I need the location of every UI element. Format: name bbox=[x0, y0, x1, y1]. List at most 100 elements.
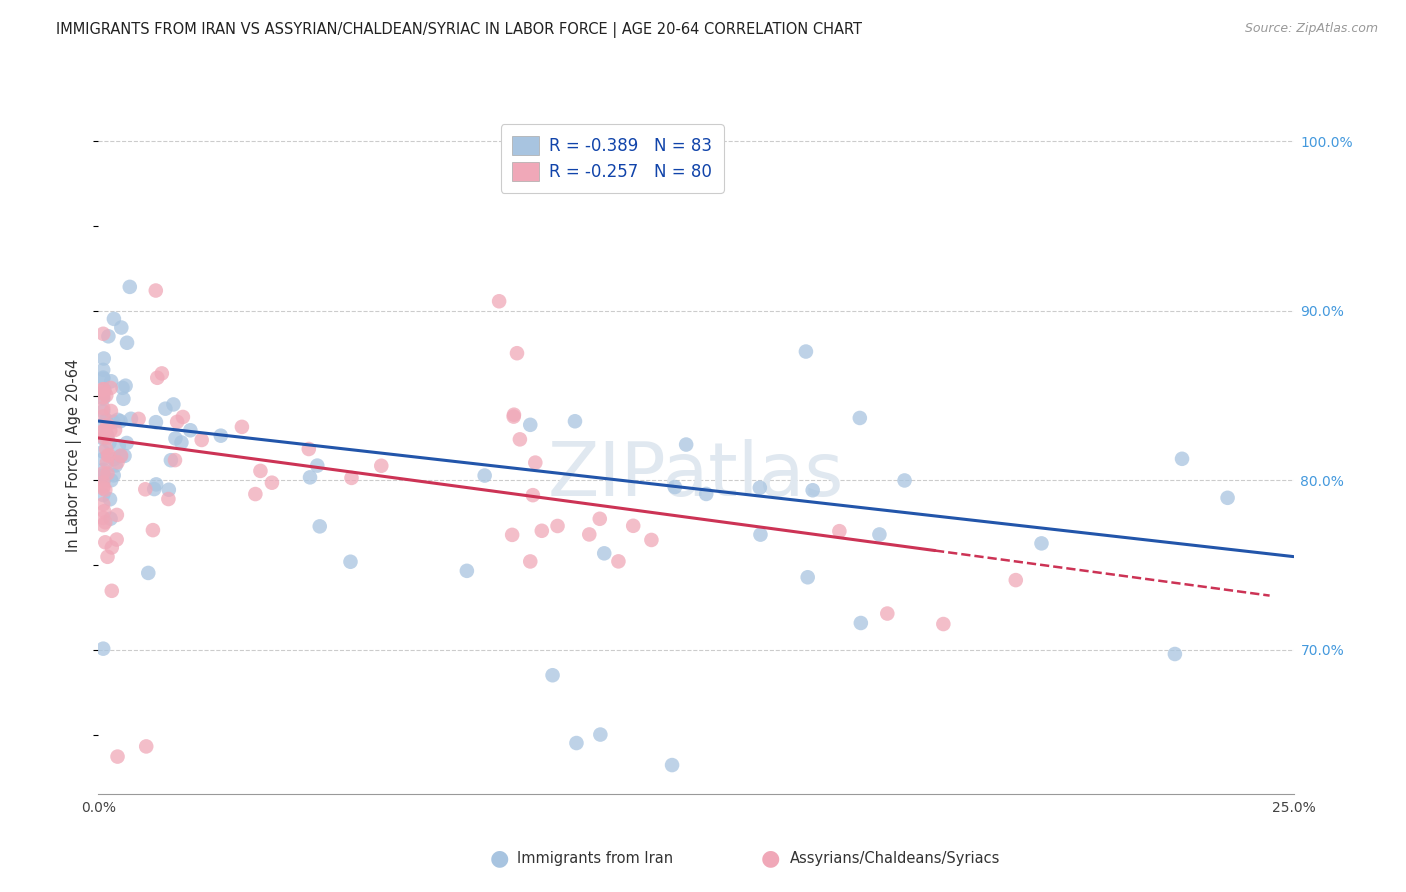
Point bbox=[150, 367, 173, 381]
Point bbox=[105, 533, 128, 547]
Point bbox=[94, 442, 117, 457]
Point bbox=[91, 641, 114, 656]
Point bbox=[91, 372, 114, 386]
Point bbox=[796, 570, 818, 584]
Point bbox=[509, 433, 531, 447]
Text: ZIPatlas: ZIPatlas bbox=[548, 439, 844, 512]
Point bbox=[260, 475, 283, 490]
Point bbox=[488, 294, 510, 309]
Point bbox=[110, 449, 132, 463]
Point bbox=[91, 382, 114, 396]
Point bbox=[108, 439, 131, 453]
Point bbox=[166, 415, 188, 429]
Point bbox=[91, 481, 114, 495]
Point bbox=[134, 483, 156, 497]
Point bbox=[530, 524, 553, 538]
Point bbox=[146, 371, 169, 385]
Point bbox=[91, 432, 114, 446]
Point bbox=[142, 523, 165, 537]
Point bbox=[128, 412, 150, 426]
Point bbox=[112, 392, 135, 406]
Point bbox=[170, 435, 193, 450]
Point bbox=[564, 414, 586, 428]
Point bbox=[519, 554, 541, 568]
Point bbox=[145, 284, 167, 298]
Point bbox=[298, 470, 321, 484]
Legend: R = -0.389   N = 83, R = -0.257   N = 80: R = -0.389 N = 83, R = -0.257 N = 80 bbox=[501, 124, 724, 193]
Point bbox=[565, 736, 588, 750]
Point bbox=[143, 482, 166, 496]
Point bbox=[100, 374, 122, 388]
Point bbox=[111, 381, 134, 395]
Point bbox=[749, 527, 772, 541]
Point bbox=[91, 326, 114, 341]
Point bbox=[118, 280, 141, 294]
Point bbox=[110, 320, 132, 334]
Point bbox=[522, 488, 544, 502]
Point bbox=[190, 433, 212, 447]
Point bbox=[114, 378, 136, 392]
Point bbox=[1164, 647, 1187, 661]
Point bbox=[93, 504, 115, 518]
Point bbox=[589, 727, 612, 741]
Point bbox=[640, 533, 662, 547]
Point bbox=[179, 423, 201, 437]
Point bbox=[91, 475, 114, 490]
Point bbox=[104, 423, 127, 437]
Point bbox=[91, 401, 114, 416]
Point bbox=[157, 491, 180, 506]
Point bbox=[1216, 491, 1239, 505]
Point bbox=[474, 468, 496, 483]
Point bbox=[339, 555, 361, 569]
Point bbox=[91, 363, 114, 377]
Text: IMMIGRANTS FROM IRAN VS ASSYRIAN/CHALDEAN/SYRIAC IN LABOR FORCE | AGE 20-64 CORR: IMMIGRANTS FROM IRAN VS ASSYRIAN/CHALDEA… bbox=[56, 22, 862, 38]
Point bbox=[97, 329, 120, 343]
Point bbox=[98, 492, 121, 507]
Point bbox=[91, 418, 114, 433]
Point bbox=[456, 564, 478, 578]
Point bbox=[103, 452, 125, 467]
Point bbox=[107, 413, 129, 427]
Point bbox=[1031, 536, 1053, 550]
Point bbox=[100, 512, 122, 526]
Point bbox=[893, 474, 915, 488]
Point bbox=[165, 432, 187, 446]
Text: Assyrians/Chaldeans/Syriacs: Assyrians/Chaldeans/Syriacs bbox=[790, 851, 1001, 865]
Point bbox=[136, 566, 159, 580]
Point bbox=[96, 455, 118, 469]
Point bbox=[94, 515, 117, 529]
Point bbox=[593, 546, 616, 560]
Point bbox=[91, 479, 114, 493]
Point bbox=[93, 351, 115, 366]
Point bbox=[91, 497, 114, 511]
Point bbox=[104, 458, 127, 473]
Point bbox=[91, 370, 114, 384]
Point bbox=[91, 382, 114, 396]
Point bbox=[607, 554, 630, 568]
Point bbox=[932, 617, 955, 632]
Point bbox=[370, 458, 392, 473]
Point bbox=[91, 404, 114, 418]
Point bbox=[801, 483, 824, 498]
Point bbox=[157, 483, 180, 497]
Point bbox=[501, 528, 523, 542]
Point bbox=[91, 390, 114, 404]
Point bbox=[91, 444, 114, 458]
Point bbox=[245, 487, 267, 501]
Point bbox=[101, 583, 124, 598]
Text: ●: ● bbox=[489, 848, 509, 868]
Point bbox=[120, 412, 142, 426]
Point bbox=[107, 749, 129, 764]
Point bbox=[91, 518, 114, 533]
Point bbox=[231, 420, 253, 434]
Point bbox=[308, 519, 330, 533]
Point bbox=[155, 401, 177, 416]
Point bbox=[828, 524, 851, 538]
Point bbox=[849, 615, 872, 630]
Point bbox=[97, 449, 120, 463]
Point bbox=[1171, 451, 1194, 466]
Point bbox=[110, 414, 132, 428]
Point bbox=[94, 413, 117, 427]
Point bbox=[621, 518, 644, 533]
Point bbox=[103, 311, 125, 326]
